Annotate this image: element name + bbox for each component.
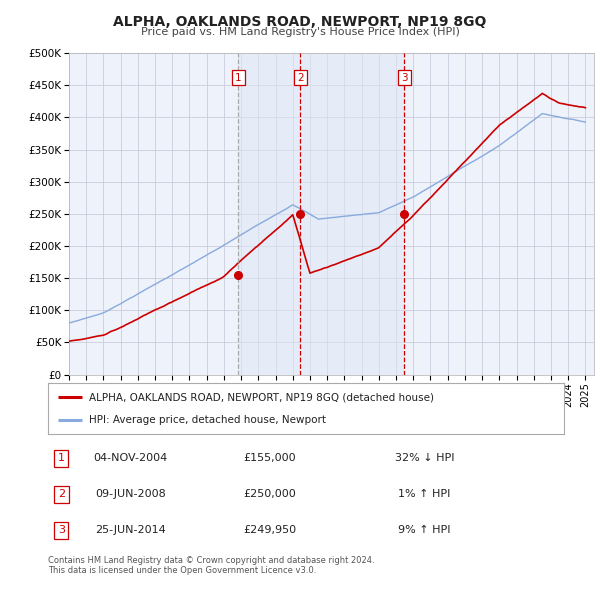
Text: ALPHA, OAKLANDS ROAD, NEWPORT, NP19 8GQ (detached house): ALPHA, OAKLANDS ROAD, NEWPORT, NP19 8GQ …: [89, 392, 434, 402]
Text: ALPHA, OAKLANDS ROAD, NEWPORT, NP19 8GQ: ALPHA, OAKLANDS ROAD, NEWPORT, NP19 8GQ: [113, 15, 487, 29]
Text: This data is licensed under the Open Government Licence v3.0.: This data is licensed under the Open Gov…: [48, 566, 316, 575]
Text: 2: 2: [297, 73, 304, 83]
Text: 1% ↑ HPI: 1% ↑ HPI: [398, 489, 451, 499]
Bar: [238, 53, 404, 375]
Text: 32% ↓ HPI: 32% ↓ HPI: [395, 453, 454, 463]
Text: Price paid vs. HM Land Registry's House Price Index (HPI): Price paid vs. HM Land Registry's House …: [140, 27, 460, 37]
Text: 1: 1: [235, 73, 242, 83]
Text: 25-JUN-2014: 25-JUN-2014: [95, 525, 166, 535]
Text: Contains HM Land Registry data © Crown copyright and database right 2024.: Contains HM Land Registry data © Crown c…: [48, 556, 374, 565]
Text: 2: 2: [58, 489, 65, 499]
Text: £250,000: £250,000: [244, 489, 296, 499]
Text: 09-JUN-2008: 09-JUN-2008: [95, 489, 166, 499]
Text: HPI: Average price, detached house, Newport: HPI: Average price, detached house, Newp…: [89, 415, 326, 425]
Text: 3: 3: [401, 73, 407, 83]
Text: 04-NOV-2004: 04-NOV-2004: [94, 453, 167, 463]
Text: £155,000: £155,000: [244, 453, 296, 463]
Text: 3: 3: [58, 525, 65, 535]
Text: 1: 1: [58, 453, 65, 463]
Text: 9% ↑ HPI: 9% ↑ HPI: [398, 525, 451, 535]
Text: £249,950: £249,950: [244, 525, 296, 535]
